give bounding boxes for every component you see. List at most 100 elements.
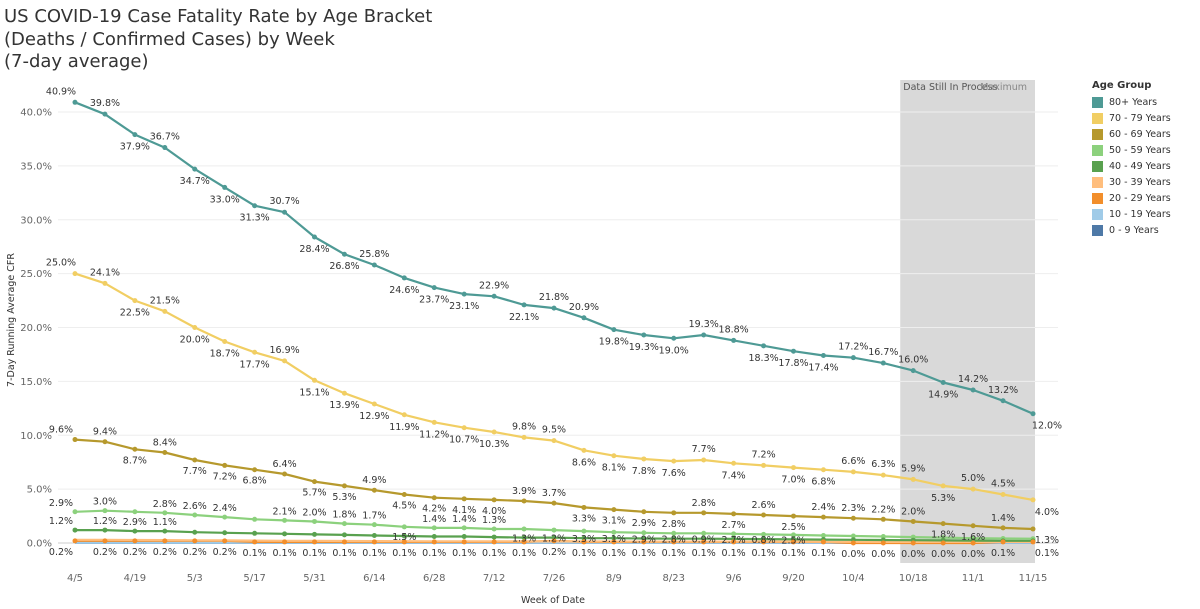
legend-item[interactable]: 70 - 79 Years — [1092, 112, 1171, 124]
data-label: 9.8% — [512, 421, 536, 432]
legend-item[interactable]: 80+ Years — [1092, 96, 1157, 108]
data-point — [611, 507, 617, 513]
data-label: 1.4% — [452, 514, 476, 525]
x-tick-label: 6/28 — [423, 573, 445, 584]
data-point — [521, 539, 527, 545]
data-point — [611, 539, 617, 545]
data-point — [1000, 539, 1006, 545]
data-point — [820, 353, 826, 359]
data-label: 16.0% — [898, 355, 928, 366]
data-point — [222, 339, 228, 345]
y-tick-label: 35.0% — [20, 161, 52, 172]
y-tick-label: 15.0% — [20, 377, 52, 388]
legend-item[interactable]: 30 - 39 Years — [1092, 176, 1171, 188]
legend-label: 60 - 69 Years — [1109, 128, 1171, 140]
data-point — [850, 469, 856, 475]
data-label: 8.6% — [572, 457, 596, 468]
data-point — [102, 538, 108, 544]
data-point — [461, 534, 467, 540]
data-point — [431, 534, 437, 540]
x-tick-label: 10/4 — [842, 573, 864, 584]
x-tick-label: 11/15 — [1019, 573, 1048, 584]
data-label: 4.5% — [392, 501, 416, 512]
data-point — [401, 492, 407, 498]
data-label: 16.7% — [868, 347, 898, 358]
data-point — [431, 495, 437, 501]
data-point — [671, 530, 677, 536]
data-point — [940, 521, 946, 527]
legend-item[interactable]: 20 - 29 Years — [1092, 192, 1171, 204]
data-point — [312, 518, 317, 524]
data-point — [611, 453, 617, 459]
data-point — [72, 271, 78, 277]
legend-item[interactable]: 10 - 19 Years — [1092, 208, 1171, 220]
data-label: 0.1% — [662, 548, 686, 559]
data-label: 7.4% — [722, 470, 746, 481]
data-label: 6.8% — [243, 476, 267, 487]
legend-swatch — [1092, 128, 1103, 140]
data-point — [910, 540, 916, 546]
data-label: 2.9% — [632, 534, 656, 545]
data-label: 2.7% — [722, 535, 746, 546]
legend-label: 70 - 79 Years — [1109, 112, 1171, 124]
data-label: 6.6% — [841, 456, 865, 467]
data-label: 10.3% — [479, 439, 509, 450]
data-point — [252, 349, 258, 355]
data-point — [102, 111, 108, 117]
data-label: 0.1% — [362, 548, 386, 559]
data-label: 17.7% — [240, 359, 270, 370]
data-point — [731, 337, 737, 343]
data-point — [192, 166, 198, 172]
legend-item[interactable]: 60 - 69 Years — [1092, 128, 1171, 140]
data-label: 2.8% — [153, 499, 177, 510]
data-label: 7.7% — [183, 466, 207, 477]
data-point — [671, 539, 677, 545]
data-point — [192, 457, 198, 463]
data-point — [701, 510, 707, 516]
data-label: 4.9% — [362, 475, 386, 486]
data-label: 21.5% — [150, 295, 180, 306]
data-label: 0.0% — [901, 549, 925, 560]
data-label: 0.1% — [722, 548, 746, 559]
data-point — [641, 456, 647, 462]
data-point — [641, 332, 647, 338]
legend-item[interactable]: 40 - 49 Years — [1092, 160, 1171, 172]
data-point — [1000, 398, 1006, 404]
data-label: 4.1% — [452, 505, 476, 516]
data-point — [880, 472, 886, 478]
data-point — [491, 293, 497, 299]
data-label: 26.8% — [329, 261, 359, 272]
data-label: 14.2% — [958, 374, 988, 385]
data-point — [970, 387, 976, 393]
data-point — [850, 540, 856, 546]
data-point — [282, 209, 288, 215]
data-label: 1.6% — [961, 532, 985, 543]
data-point — [1000, 492, 1006, 498]
data-label: 1.8% — [332, 510, 356, 521]
data-point — [222, 462, 228, 468]
data-point — [431, 285, 437, 291]
data-label: 2.5% — [781, 535, 805, 546]
data-point — [102, 527, 108, 533]
data-point — [341, 521, 347, 527]
data-label: 25.0% — [46, 258, 76, 269]
data-point — [970, 523, 976, 529]
legend-item[interactable]: 50 - 59 Years — [1092, 144, 1171, 156]
data-point — [282, 531, 288, 537]
data-point — [371, 532, 377, 538]
data-point — [341, 251, 347, 257]
data-label: 7.2% — [751, 449, 775, 460]
data-label: 16.9% — [269, 345, 299, 356]
data-point — [791, 532, 796, 538]
legend-item[interactable]: 0 - 9 Years — [1092, 224, 1159, 236]
data-point — [940, 483, 946, 489]
data-point — [222, 184, 228, 190]
data-label: 1.2% — [542, 534, 566, 545]
y-tick-label: 25.0% — [20, 269, 52, 280]
legend-swatch — [1092, 224, 1103, 236]
data-label: 13.9% — [329, 400, 359, 411]
data-label: 25.8% — [359, 249, 389, 260]
data-point — [371, 401, 377, 407]
data-label: 3.3% — [572, 534, 596, 545]
